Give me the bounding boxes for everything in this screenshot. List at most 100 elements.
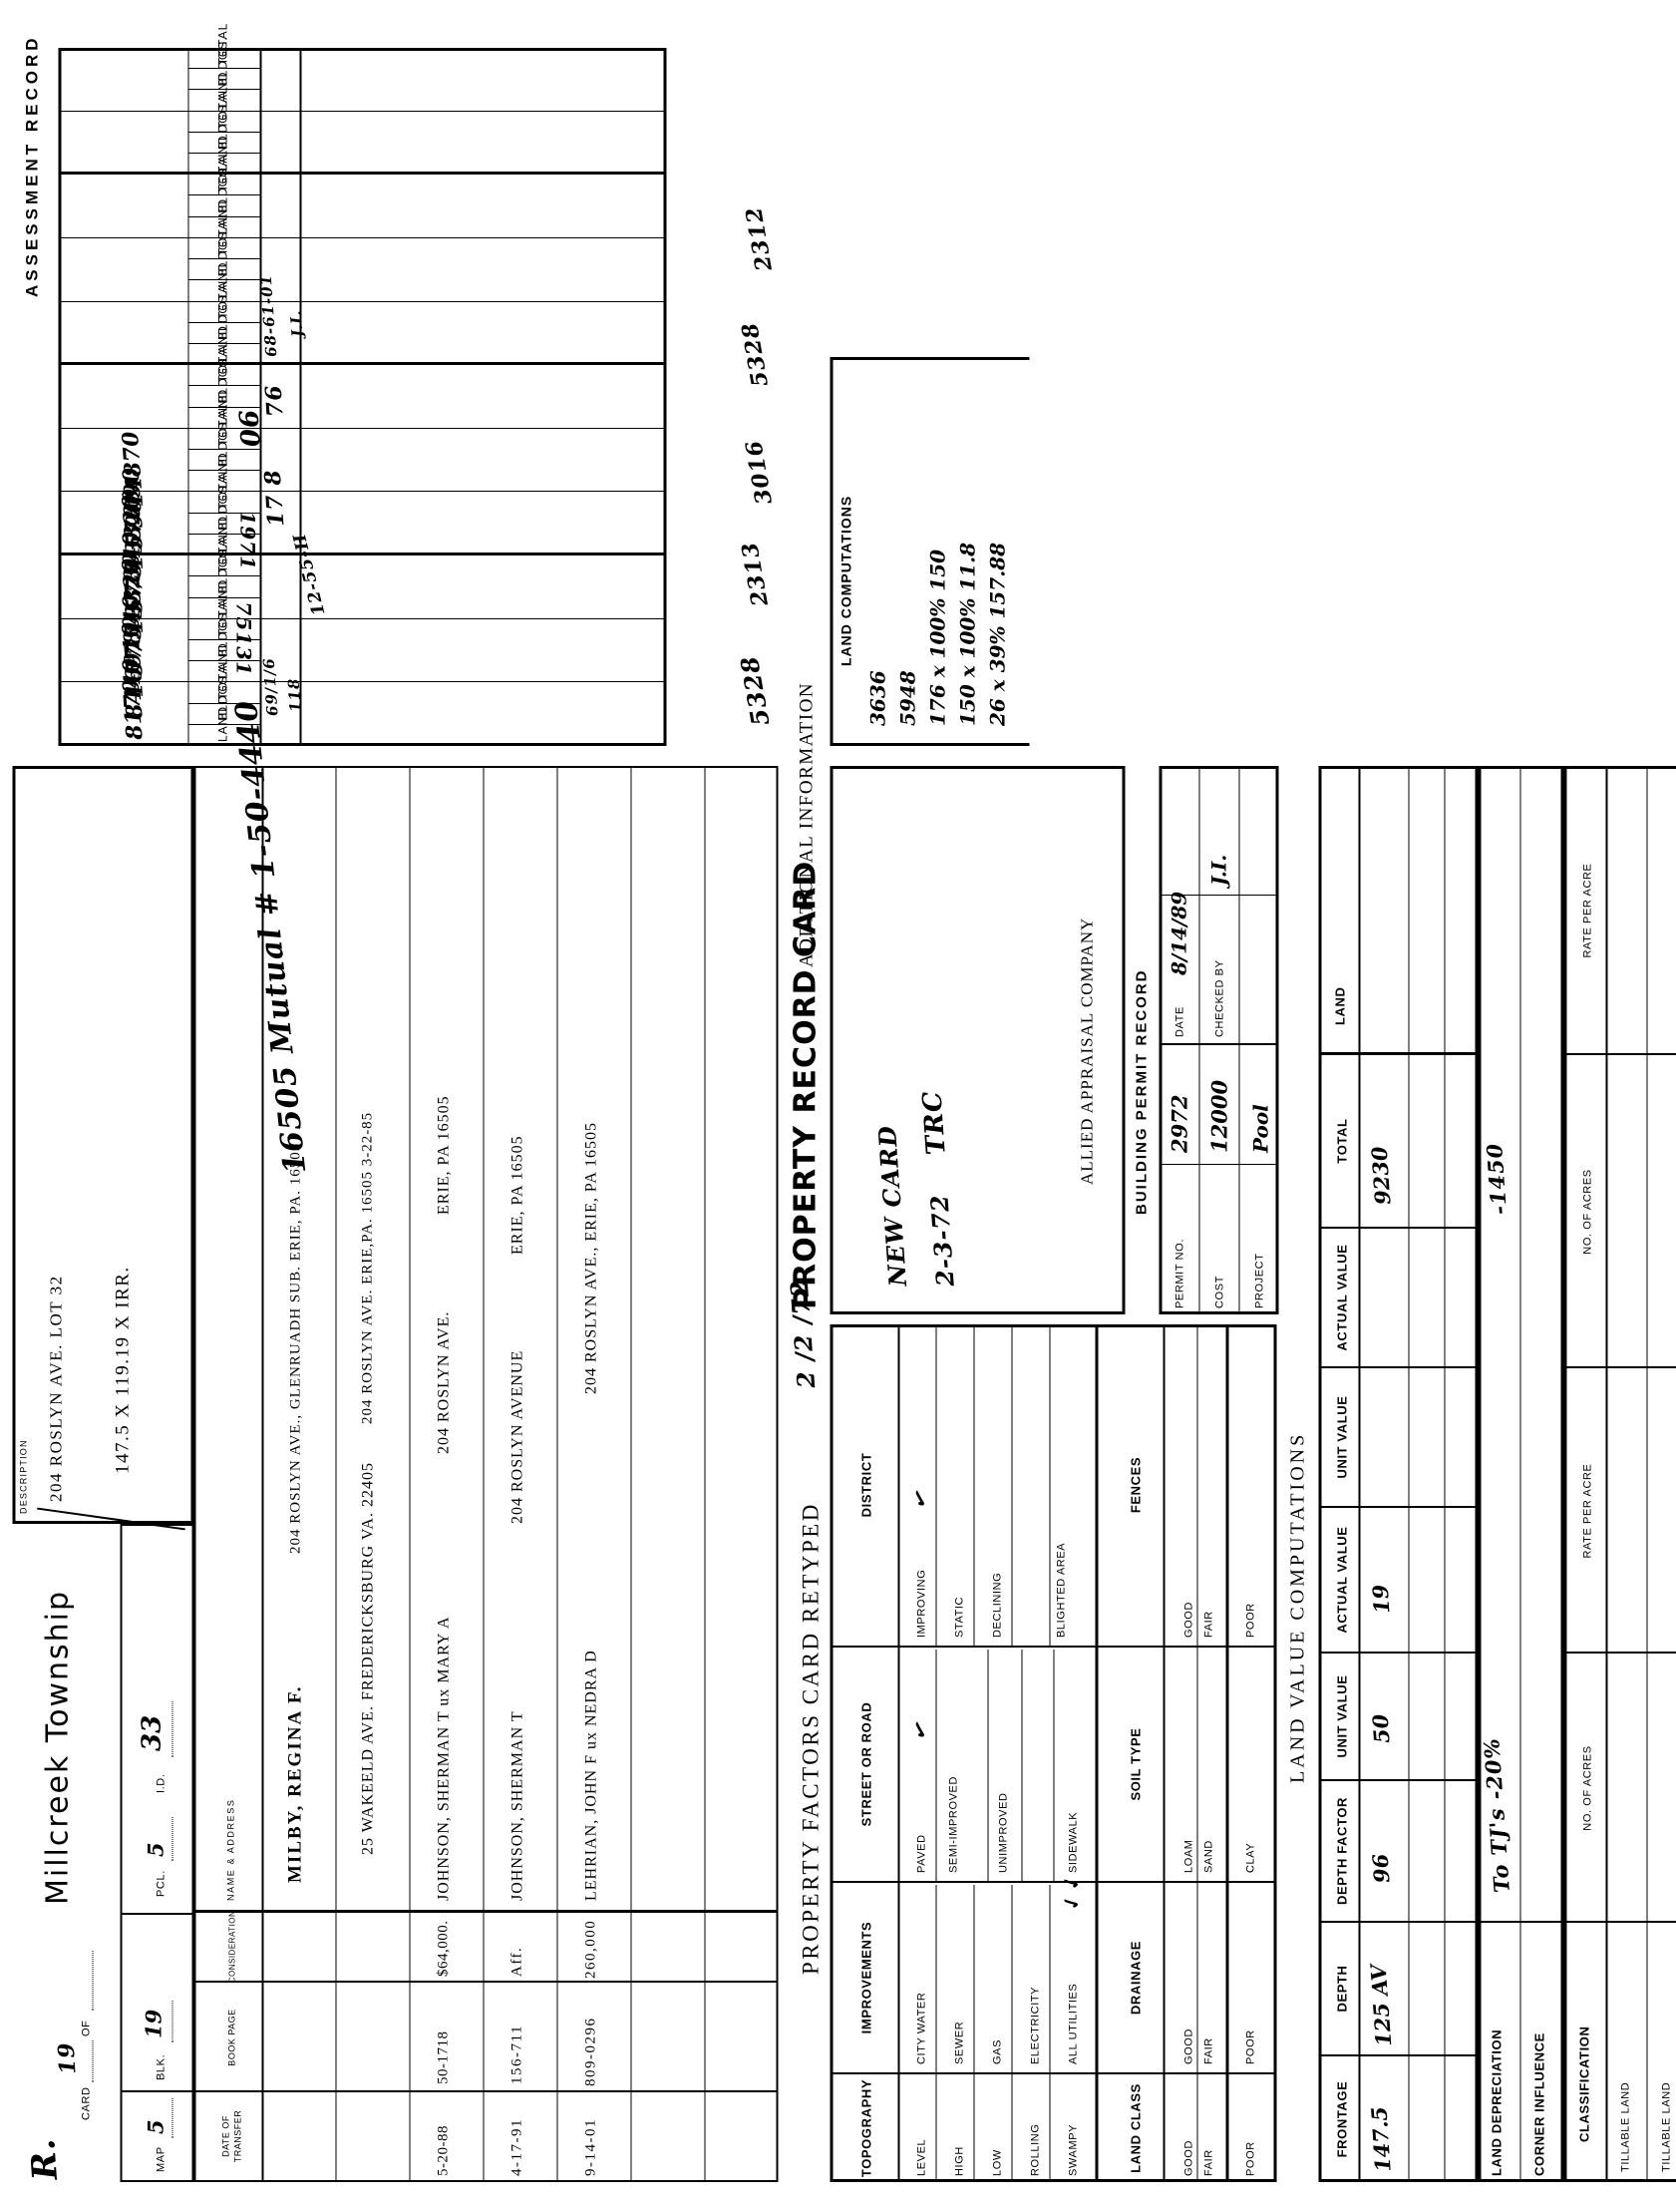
assessment-block-divider: [58, 110, 666, 112]
drainage-item-fair[interactable]: FAIR: [1202, 2037, 1214, 2064]
land-comp-number-2: 3016: [740, 438, 778, 507]
assessment-mark-118: 118: [283, 677, 305, 713]
pcl-label: PCL.: [155, 1870, 167, 1897]
land-comp-number-0: 5328: [734, 653, 775, 728]
project-label: PROJECT: [1253, 1253, 1265, 1308]
land-depreciation-label: LAND DEPRECIATION: [1489, 2028, 1504, 2176]
land-computations-title: LAND COMPUTATIONS: [838, 495, 853, 666]
land-comp-line-1: 5948: [895, 670, 919, 726]
table-row-date-4: 9-14-01: [582, 2118, 598, 2176]
land-comp-line-3: 150 x 100% 11.8: [955, 542, 979, 726]
soil-type-item-loam[interactable]: LOAM: [1182, 1839, 1194, 1873]
lvc-col-unit-value: UNIT VALUE: [1333, 1674, 1349, 1758]
district-item-blighted-area[interactable]: BLIGHTED AREA: [1055, 1542, 1067, 1638]
assessment-block-divider: [58, 743, 666, 746]
street-item-unimproved[interactable]: UNIMPROVED: [997, 1792, 1009, 1873]
description-box: [12, 766, 193, 1524]
street-item-paved[interactable]: PAVED: [915, 1834, 927, 1873]
classification-row-tillable-2[interactable]: TILLABLE LAND: [1660, 2081, 1672, 2172]
improvements-item-gas[interactable]: GAS: [991, 2038, 1003, 2064]
lvc-col-actual-value: ACTUAL VALUE: [1333, 1526, 1349, 1634]
permit-no-value: 2972: [1167, 1094, 1191, 1153]
classification-row-tillable-1[interactable]: TILLABLE LAND: [1619, 2081, 1631, 2172]
district-item-declining[interactable]: DECLINING: [991, 1572, 1003, 1638]
checked-by-value: J.I.: [1206, 854, 1230, 886]
township-name: Millcreek Township: [40, 1589, 75, 1905]
assessment-year-1971: 1971: [235, 511, 259, 570]
land-class-item-good[interactable]: GOOD: [1182, 2139, 1194, 2176]
divider: [120, 2090, 193, 2092]
assessment-record-grid: [58, 48, 666, 746]
lvc-actual-value-value: 19: [1367, 1583, 1394, 1615]
lvc-col-actual-value-2: ACTUAL VALUE: [1333, 1244, 1349, 1351]
soil-type-title: SOIL TYPE: [1127, 1727, 1143, 1801]
lvc-col-total: TOTAL: [1333, 1118, 1349, 1164]
assessment-mark-75131: 75131: [231, 601, 255, 676]
classification-col-acres-2: NO. OF ACRES: [1581, 1169, 1593, 1255]
assessment-label-total: TOTAL: [215, 22, 229, 66]
assessment-cell-divider: [187, 321, 259, 323]
drainage-item-good[interactable]: GOOD: [1182, 2028, 1194, 2064]
assessment-mark-69: 69/1/6: [258, 656, 282, 717]
table-row-name-4: LEHRIAN, JOHN F ux NEDRA D: [582, 1650, 599, 1901]
topography-item-rolling[interactable]: ROLLING: [1029, 2123, 1041, 2177]
table-row-bookpage-3: 156-711: [508, 2025, 524, 2084]
assessment-cell-divider: [187, 258, 259, 260]
improvements-item-all-utilities[interactable]: ALL UTILITIES: [1067, 1983, 1079, 2064]
topography-item-high[interactable]: HIGH: [953, 2146, 965, 2176]
land-class-poor[interactable]: POOR: [1244, 2141, 1256, 2176]
table-row-bookpage-2: 50-1718: [435, 2030, 451, 2085]
assessment-cell-divider: [187, 449, 259, 451]
street-item-semi-improved[interactable]: SEMI-IMPROVED: [947, 1775, 959, 1873]
table-row-date-2: 5-20-88: [435, 2125, 451, 2176]
street-item-sidewalk[interactable]: SIDEWALK: [1067, 1811, 1079, 1873]
description-line-2: 147.5 X 119.19 X IRR.: [112, 1266, 133, 1474]
cost-value: 12000: [1206, 1079, 1231, 1153]
assessment-cell-divider: [187, 596, 259, 598]
assessment-cell-divider: [187, 153, 259, 155]
assessment-mark-ji: J.I.: [286, 308, 306, 338]
soil-type-clay[interactable]: CLAY: [1244, 1842, 1256, 1873]
assessment-hrule: [187, 48, 188, 746]
fences-poor[interactable]: POOR: [1244, 1603, 1256, 1638]
date-label: DATE: [1173, 1006, 1185, 1037]
table-row-consideration-3: Aff.: [508, 1946, 524, 1977]
table-row-right-2: ERIE, PA 16505: [435, 1095, 452, 1215]
lvc-depth-value: 125 AV: [1365, 1964, 1396, 2047]
assessment-block-divider: [58, 617, 666, 619]
improvements-item-sewer[interactable]: SEWER: [953, 2021, 965, 2064]
fences-item-fair[interactable]: FAIR: [1202, 1611, 1214, 1638]
land-class-item-fair[interactable]: FAIR: [1202, 2149, 1214, 2176]
topography-item-level[interactable]: LEVEL: [915, 2138, 927, 2176]
assessment-cell-divider: [187, 385, 259, 387]
improvements-item-electricity[interactable]: ELECTRICITY: [1029, 1986, 1041, 2064]
assessment-record-title: ASSESSMENT RECORD: [22, 34, 41, 297]
assessment-cell-divider: [187, 342, 259, 344]
table-row-name-3: JOHNSON, SHERMAN T: [508, 1710, 525, 1901]
topography-item-swampy[interactable]: SWAMPY: [1067, 2123, 1079, 2176]
district-item-improving[interactable]: IMPROVING: [915, 1569, 927, 1638]
classification-label: CLASSIFICATION: [1576, 2026, 1591, 2143]
lvc-land-header: LAND: [1332, 986, 1347, 1025]
assessment-cell-divider: [187, 68, 259, 70]
building-permit-title: BUILDING PERMIT RECORD: [1133, 968, 1150, 1216]
assessment-block-divider: [58, 300, 666, 302]
table-row-consideration-4: 260,000: [582, 1919, 598, 1979]
assessment-block-divider: [58, 553, 666, 556]
lvc-unit-value-value: 50: [1367, 1712, 1394, 1744]
corner-influence-label: CORNER INFLUENCE: [1531, 2032, 1546, 2176]
assessment-value-total: 14870: [117, 430, 149, 509]
district-item-static[interactable]: STATIC: [953, 1596, 965, 1638]
assessment-block-divider: [58, 362, 666, 366]
assessment-cell-divider: [187, 194, 259, 196]
assessment-cell-divider: [187, 723, 259, 725]
permit-no-label: PERMIT NO.: [1173, 1239, 1185, 1308]
topography-item-low[interactable]: LOW: [991, 2149, 1003, 2176]
land-comp-number-3: 5328: [736, 320, 774, 389]
card-of-label: OF: [80, 2020, 92, 2036]
drainage-poor[interactable]: POOR: [1244, 2029, 1256, 2064]
fences-item-good[interactable]: GOOD: [1182, 1601, 1194, 1638]
improvements-item-city-water[interactable]: CITY WATER: [915, 1992, 927, 2064]
soil-type-item-sand[interactable]: SAND: [1202, 1840, 1214, 1873]
